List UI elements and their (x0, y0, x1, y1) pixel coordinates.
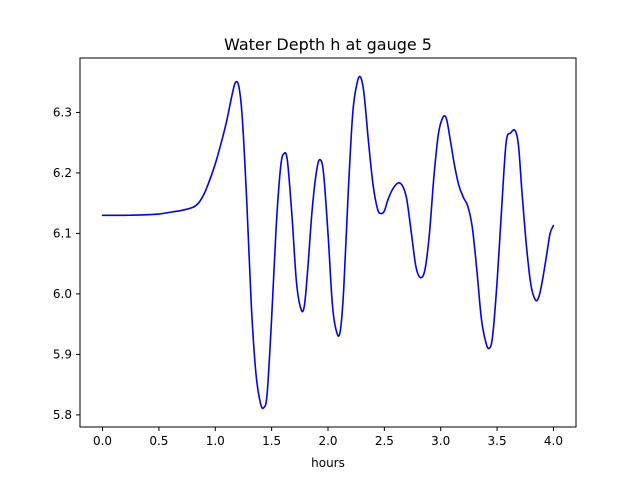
chart-title: Water Depth h at gauge 5 (224, 35, 432, 54)
y-axis: 5.8 5.9 6.0 6.1 6.2 6.3 (53, 105, 80, 422)
x-tick-label: 2.0 (318, 434, 337, 448)
y-tick-label: 6.3 (53, 105, 72, 119)
x-axis: 0.0 0.5 1.0 1.5 2.0 2.5 3.0 3.5 4.0 (93, 427, 563, 448)
x-axis-label: hours (311, 456, 345, 470)
x-tick-label: 3.0 (431, 434, 450, 448)
x-tick-label: 1.0 (206, 434, 225, 448)
x-tick-label: 4.0 (544, 434, 563, 448)
x-tick-label: 0.0 (93, 434, 112, 448)
y-tick-label: 5.8 (53, 408, 72, 422)
x-tick-label: 1.5 (262, 434, 281, 448)
x-tick-label: 3.5 (488, 434, 507, 448)
x-tick-label: 2.5 (375, 434, 394, 448)
water-depth-line (101, 75, 555, 410)
y-tick-label: 6.1 (53, 226, 72, 240)
y-tick-label: 6.2 (53, 166, 72, 180)
y-tick-label: 6.0 (53, 287, 72, 301)
x-tick-label: 0.5 (149, 434, 168, 448)
y-tick-label: 5.9 (53, 347, 72, 361)
